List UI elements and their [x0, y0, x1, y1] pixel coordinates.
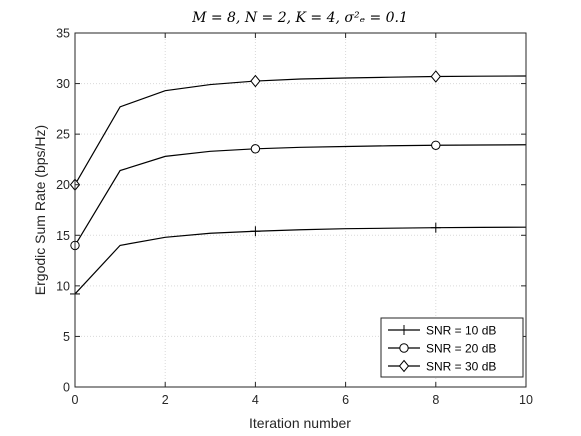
legend-marker-2 [399, 343, 409, 353]
plot-frame [74, 32, 527, 388]
y-tick-label: 25 [56, 128, 70, 142]
y-tick-label: 10 [56, 279, 70, 293]
legend-label-3: SNR = 30 dB [426, 360, 496, 374]
series-3-point [430, 70, 441, 83]
legend: SNR = 10 dB SNR = 20 dB SNR = 30 dB [380, 317, 524, 378]
series-2-point [431, 140, 441, 150]
legend-label-2: SNR = 20 dB [426, 342, 496, 356]
ticks [74, 32, 527, 388]
y-tick-label: 20 [56, 178, 70, 192]
x-tick-label: 8 [432, 393, 439, 407]
y-axis-label: Ergodic Sum Rate (bps/Hz) [32, 125, 48, 295]
x-tick-label: 10 [519, 393, 533, 407]
x-tick-label: 0 [72, 393, 79, 407]
series-1-point [250, 226, 261, 237]
tick-labels: 0 2 4 6 8 10 0 5 10 15 20 25 30 35 [56, 27, 533, 408]
chart-title: M = 8, N = 2, K = 4, σ²ₑ = 0.1 [191, 10, 408, 26]
y-tick-label: 15 [56, 229, 70, 243]
legend-label-1: SNR = 10 dB [426, 324, 496, 338]
series-line-2 [74, 144, 527, 246]
series-1-point [430, 222, 441, 233]
series-layer [69, 70, 527, 299]
y-tick-label: 5 [63, 330, 70, 344]
legend-marker-3 [398, 359, 410, 373]
y-tick-label: 35 [56, 27, 70, 41]
series-2-point [250, 144, 261, 154]
series-line-3 [74, 75, 527, 186]
x-tick-label: 6 [342, 393, 349, 407]
x-tick-label: 4 [252, 393, 259, 407]
legend-marker-1 [399, 325, 409, 335]
y-tick-label: 0 [63, 381, 70, 395]
x-tick-label: 2 [162, 393, 169, 407]
y-tick-label: 30 [56, 77, 70, 91]
series-line-1 [74, 226, 527, 295]
x-axis-label: Iteration number [249, 415, 351, 431]
series-3-point [250, 74, 261, 88]
